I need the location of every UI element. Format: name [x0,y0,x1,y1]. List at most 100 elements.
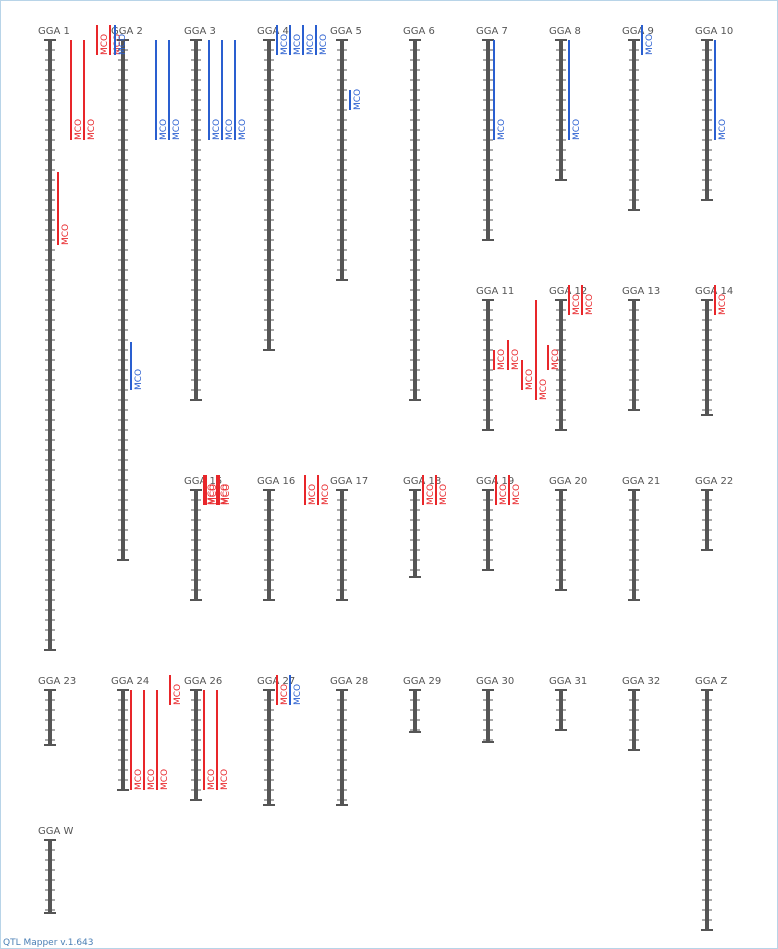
qtl-marker[interactable]: MCO [57,172,71,245]
chromosome[interactable]: GGA 8 MCO [549,26,582,181]
qtl-marker[interactable]: MCO [218,475,232,505]
chromosome[interactable]: GGA 21 [622,476,660,601]
qtl-marker[interactable]: MCO [289,675,303,705]
qtl-marker[interactable]: MCO [422,475,436,505]
qtl-marker[interactable]: MCO [435,475,449,505]
qtl-marker[interactable]: MCO [304,475,318,505]
chromosome-axis[interactable] [559,300,563,430]
chromosome-axis[interactable] [413,490,417,577]
qtl-marker[interactable]: MCO [96,25,110,55]
qtl-marker[interactable]: MCO [221,40,235,140]
qtl-marker[interactable]: MCO [83,40,97,140]
qtl-marker[interactable]: MCO [169,675,183,705]
chromosome-axis[interactable] [705,300,709,415]
chromosome-axis[interactable] [413,690,417,732]
qtl-marker[interactable]: MCO [521,360,535,390]
chromosome-axis[interactable] [632,490,636,600]
chromosome[interactable]: GGA 30 [476,676,514,743]
qtl-marker[interactable]: MCO [276,25,290,55]
qtl-marker[interactable]: MCO [315,25,329,55]
chromosome[interactable]: GGA 31 [549,676,587,731]
chromosome[interactable]: GGA 20 [549,476,587,591]
chromosome[interactable]: GGA 23 [38,676,76,746]
chromosome[interactable]: GGA 13 [622,286,660,411]
qtl-marker[interactable]: MCO [302,25,316,55]
chromosome[interactable]: GGA 5 MCO [330,26,363,281]
qtl-marker[interactable]: MCO [70,40,84,140]
chromosome-axis[interactable] [267,40,271,350]
chromosome[interactable]: GGA Z [695,676,728,931]
chromosome[interactable]: GGA 26 MCO MCO [184,676,230,801]
qtl-marker[interactable]: MCO [581,285,595,315]
qtl-marker[interactable]: MCO [276,675,290,705]
chromosome-axis[interactable] [194,490,198,600]
chromosome-axis[interactable] [48,40,52,650]
chromosome-axis[interactable] [48,690,52,745]
qtl-marker[interactable]: MCO [143,690,157,790]
qtl-marker[interactable]: MCO [208,40,222,140]
chromosome-axis[interactable] [340,490,344,600]
qtl-marker[interactable]: MCO [535,300,549,400]
qtl-marker[interactable]: MCO [130,690,144,790]
qtl-marker[interactable]: MCO [349,89,363,110]
chromosome[interactable]: GGA 11 MCO MCO MCO MCO [476,286,549,431]
qtl-marker[interactable]: MCO [495,475,509,505]
qtl-marker[interactable]: MCO [568,40,582,140]
qtl-marker[interactable]: MCO [714,285,728,315]
qtl-marker[interactable]: MCO [203,690,217,790]
qtl-marker[interactable]: MCO [507,340,521,370]
qtl-marker[interactable]: MCO [714,40,728,140]
chromosome[interactable]: GGA W [38,826,74,914]
chromosome-axis[interactable] [486,300,490,430]
chromosome-axis[interactable] [486,690,490,742]
chromosome-axis[interactable] [48,840,52,913]
qtl-marker[interactable]: MCO [130,342,144,390]
chromosome-axis[interactable] [340,690,344,805]
qtl-marker[interactable]: MCO [205,475,219,505]
qtl-marker[interactable]: MCO [114,25,128,55]
qtl-marker[interactable]: MCO [568,285,582,315]
chromosome-axis[interactable] [632,300,636,410]
chromosome[interactable]: GGA 7 MCO [476,26,508,241]
chromosome[interactable]: GGA 32 [622,676,660,751]
qtl-marker[interactable]: MCO [203,475,217,505]
qtl-marker[interactable]: MCO [168,40,182,140]
qtl-marker[interactable]: MCO [493,40,507,140]
qtl-marker[interactable]: MCO [317,475,331,505]
qtl-marker[interactable]: MCO [641,25,655,55]
qtl-marker[interactable]: MCO [156,690,170,790]
qtl-marker[interactable]: MCO [109,25,123,55]
qtl-marker[interactable]: MCO [216,690,230,790]
chromosome-axis[interactable] [194,690,198,800]
qtl-marker[interactable]: MCO [216,475,230,505]
qtl-marker[interactable]: MCO [289,25,303,55]
chromosome-axis[interactable] [632,40,636,210]
qtl-marker[interactable]: MCO [508,475,522,505]
chromosome-axis[interactable] [267,690,271,805]
qtl-marker[interactable]: MCO [234,40,248,140]
chromosome-label: GGA W [38,826,74,837]
chromosome[interactable]: GGA 22 [695,476,733,551]
chromosome[interactable]: GGA 10 MCO [695,26,733,201]
qtl-marker[interactable]: MCO [155,40,169,140]
qtl-marker[interactable]: MCO [547,345,561,370]
chromosome[interactable]: GGA 28 [330,676,368,806]
chromosome[interactable]: GGA 29 [403,676,441,733]
chromosome[interactable]: GGA 16 MCO MCO [205,475,295,601]
chromosome-axis[interactable] [267,490,271,600]
qtl-marker[interactable]: MCO [493,349,507,370]
chromosome[interactable]: GGA 6 [403,26,435,401]
